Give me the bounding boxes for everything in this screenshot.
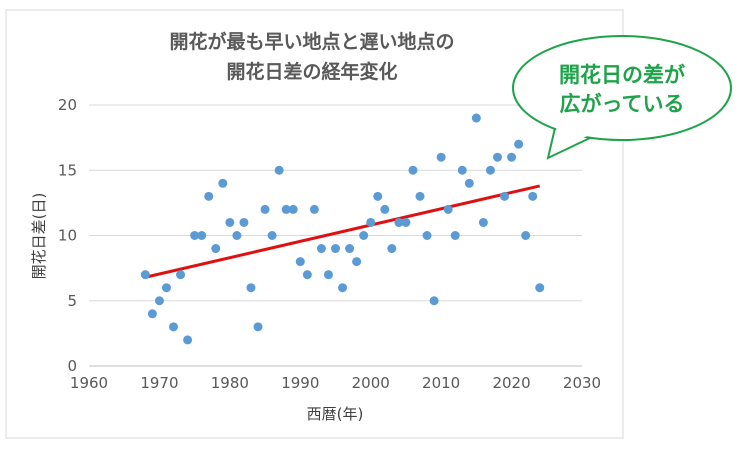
data-point	[387, 244, 397, 254]
x-tick-label: 2010	[422, 374, 460, 392]
data-point	[274, 165, 284, 175]
data-point	[225, 217, 235, 227]
data-point	[436, 152, 446, 162]
data-point	[309, 204, 319, 214]
data-point	[260, 204, 270, 214]
data-point	[415, 191, 425, 201]
data-point	[394, 217, 404, 227]
y-tick-label: 10	[58, 227, 77, 245]
chart-title-line1: 開花が最も早い地点と遅い地点の	[169, 30, 454, 53]
data-point	[401, 217, 411, 227]
x-tick-label: 2030	[563, 374, 601, 392]
x-tick-label: 1960	[70, 374, 108, 392]
data-point	[535, 283, 545, 293]
x-tick-label: 2020	[492, 374, 530, 392]
y-tick-label: 0	[67, 357, 77, 375]
data-point	[281, 204, 291, 214]
data-point	[295, 257, 305, 267]
data-point	[176, 270, 186, 280]
data-point	[331, 244, 340, 254]
data-point	[408, 165, 418, 175]
data-point	[288, 204, 298, 214]
data-point	[190, 231, 200, 240]
data-point	[169, 322, 179, 332]
data-point	[366, 217, 376, 227]
data-point	[154, 296, 164, 306]
data-point	[422, 231, 432, 240]
x-tick-label: 1990	[281, 374, 319, 392]
data-point	[232, 231, 242, 240]
data-point	[253, 322, 263, 332]
data-point	[211, 244, 221, 254]
data-point	[514, 139, 524, 149]
data-point	[359, 231, 369, 240]
callout-line1: 開花日の差が	[559, 63, 685, 87]
y-tick-label: 5	[67, 292, 77, 310]
data-point	[246, 283, 256, 293]
data-point	[197, 231, 207, 240]
data-point	[492, 152, 502, 162]
x-tick-label: 2000	[352, 374, 390, 392]
data-point	[316, 244, 326, 254]
x-tick-label: 1970	[140, 374, 178, 392]
data-point	[471, 113, 481, 123]
data-point	[323, 270, 333, 280]
callout-line2: 広がっている	[560, 92, 685, 116]
data-point	[528, 191, 538, 201]
trendline	[145, 184, 541, 279]
data-point	[521, 231, 531, 240]
data-point	[140, 270, 150, 280]
data-point	[345, 244, 355, 254]
data-point	[267, 231, 277, 240]
data-point	[457, 165, 467, 175]
data-point	[204, 191, 214, 201]
data-point	[507, 152, 517, 162]
chart-title-line2: 開花日差の経年変化	[226, 60, 397, 83]
y-tick-label: 20	[58, 96, 77, 114]
data-point	[464, 178, 474, 188]
data-point	[161, 283, 171, 293]
data-point	[147, 309, 157, 319]
data-point	[302, 270, 312, 280]
data-point	[485, 165, 495, 175]
y-axis-label: 開花日差(日)	[30, 193, 48, 280]
data-point	[218, 178, 228, 188]
data-point	[239, 217, 249, 227]
data-point	[352, 257, 362, 267]
data-point	[443, 204, 453, 214]
data-point	[500, 191, 510, 201]
x-tick-label: 1980	[211, 374, 249, 392]
data-point	[429, 296, 439, 306]
data-point	[338, 283, 348, 293]
data-point	[450, 231, 460, 240]
data-point	[373, 191, 383, 201]
x-axis-label: 西暦(年)	[307, 405, 364, 423]
data-point	[380, 204, 390, 214]
data-point	[183, 335, 193, 345]
data-point	[478, 217, 488, 227]
callout-bubble: 開花日の差が 広がっている	[512, 35, 732, 160]
y-tick-label: 15	[58, 161, 77, 179]
